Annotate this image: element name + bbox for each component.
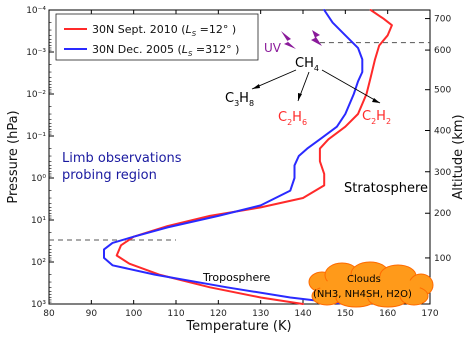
x-tick-label: 170 [421,309,438,319]
x-tick-label: 160 [379,309,396,319]
right-axis-label: Altitude (km) [451,114,466,199]
limb-observations-label: Limb observations [62,151,182,166]
altitude-tick-label: 100 [434,254,451,264]
y-tick-label: 10⁻² [26,90,46,100]
uv-lightning-icon-left [281,31,296,49]
arrowhead-c2h2 [372,98,380,103]
arrowhead-c2h6 [298,93,302,101]
series-line-dec-2005 [103,9,364,305]
c2h2-label: C2H2 [362,109,391,126]
arrowhead-c3h8 [252,84,260,89]
legend-box [55,13,259,61]
x-tick-label: 100 [125,309,142,319]
y-tick-label: 10³ [31,300,46,310]
y-tick-label: 10⁻³ [26,48,46,58]
legend-label-dec-2005: 30N Dec. 2005 (LS =312° ) [92,43,239,58]
c2h6-label: C2H6 [278,110,307,127]
x-tick-label: 130 [252,309,269,319]
altitude-tick-label: 600 [434,46,451,56]
legend-label-sept-2010: 30N Sept. 2010 (LS =12° ) [92,23,236,38]
x-axis-ticks: 80 90 100 110 120 130 140 150 160 170 [43,10,439,319]
x-tick-label: 80 [43,309,55,319]
clouds-label: Clouds [347,274,381,285]
x-tick-label: 140 [294,309,311,319]
x-tick-label: 150 [337,309,354,319]
altitude-tick-label: 500 [434,86,451,96]
arrow-to-c2h2 [321,69,381,104]
x-tick-label: 120 [210,309,227,319]
series-lines [103,9,393,305]
c3h8-label: C3H8 [225,91,254,108]
stratosphere-label: Stratosphere [344,181,428,196]
cloud-illustration [308,261,434,308]
right-altitude-axis-ticks: 100 200 300 400 500 600 700 [425,15,451,264]
plot-frame [48,9,431,305]
x-axis-label: Temperature (K) [185,319,291,334]
troposphere-label: Troposphere [202,271,271,284]
x-tick-label: 90 [86,309,98,319]
y-tick-label: 10⁰ [31,174,46,184]
legend: 30N Sept. 2010 (LS =12° ) 30N Dec. 2005 … [55,13,259,61]
x-tick-label: 110 [167,309,184,319]
y-tick-label: 10¹ [31,216,46,226]
uv-label: UV [264,41,282,55]
altitude-tick-label: 700 [434,15,451,25]
altitude-tick-label: 200 [434,209,451,219]
y-axis-ticks: 10⁻⁴ 10⁻³ 10⁻² 10⁻¹ 10⁰ 10¹ 10² 10³ [26,6,54,310]
altitude-tick-label: 300 [434,168,451,178]
y-tick-label: 10⁻¹ [26,132,46,142]
probing-region-label: probing region [62,168,157,183]
series-line-sept-2010 [115,9,393,305]
ch4-label: CH4 [295,56,319,73]
uv-lightning-icon-right [311,30,322,46]
y-tick-label: 10⁻⁴ [26,6,46,16]
reference-lines [49,42,430,241]
y-axis-label: Pressure (hPa) [6,110,21,203]
altitude-tick-label: 400 [434,127,451,137]
clouds-composition-label: (NH3, NH4SH, H2O) [313,289,412,300]
y-tick-label: 10² [31,258,46,268]
